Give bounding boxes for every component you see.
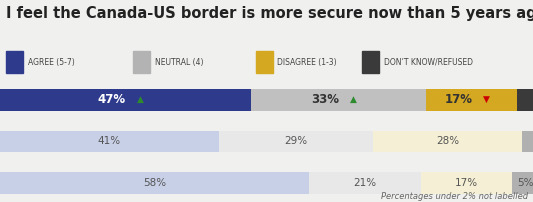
Text: Percentages under 2% not labelled: Percentages under 2% not labelled [381,192,528,201]
Text: DISAGREE (1-3): DISAGREE (1-3) [277,58,337,67]
Text: ▼: ▼ [483,95,490,104]
Bar [219,131,373,152]
Text: 28%: 28% [436,137,459,146]
Bar [133,52,150,73]
Text: ▲: ▲ [137,95,143,104]
Bar [512,172,533,194]
Text: 17%: 17% [455,178,478,188]
Bar [362,52,379,73]
Bar [0,131,219,152]
Text: ▲: ▲ [350,95,357,104]
Bar [0,172,309,194]
Text: 21%: 21% [353,178,377,188]
Bar [426,89,517,110]
Bar [6,52,23,73]
Bar [0,89,251,110]
Text: I feel the Canada-US border is more secure now than 5 years ago.: I feel the Canada-US border is more secu… [6,6,533,21]
Text: AGREE (5-7): AGREE (5-7) [28,58,75,67]
Bar [517,89,533,110]
Text: 58%: 58% [143,178,166,188]
Text: 33%: 33% [311,93,339,106]
Bar [421,172,512,194]
Text: DON’T KNOW/REFUSED: DON’T KNOW/REFUSED [384,58,473,67]
Bar [251,89,426,110]
Text: 29%: 29% [284,137,308,146]
Bar [373,131,522,152]
Text: 5%: 5% [517,178,533,188]
Bar [256,52,273,73]
Bar [522,131,533,152]
Text: 47%: 47% [98,93,126,106]
Text: NEUTRAL (4): NEUTRAL (4) [155,58,203,67]
Bar [309,172,421,194]
Text: 17%: 17% [445,93,472,106]
Text: 41%: 41% [98,137,121,146]
